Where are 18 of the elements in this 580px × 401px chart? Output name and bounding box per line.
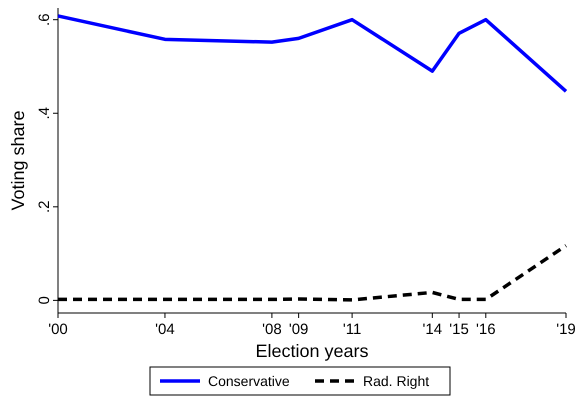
y-tick-label: 0	[36, 296, 53, 305]
x-tick-label: '19	[556, 321, 576, 338]
y-tick-label: .4	[36, 106, 53, 120]
x-tick-label: '15	[449, 321, 469, 338]
x-tick-label: '16	[476, 321, 496, 338]
x-tick-label: '08	[262, 321, 282, 338]
x-tick-label: '14	[422, 321, 442, 338]
x-tick-label: '11	[342, 321, 362, 338]
x-axis-title: Election years	[255, 341, 369, 361]
legend-label: Rad. Right	[363, 373, 430, 389]
line-series	[56, 14, 568, 94]
y-axis-title: Voting share	[8, 110, 28, 211]
x-tick-label: '09	[288, 321, 308, 338]
y-tick-label: .6	[36, 13, 53, 26]
y-tick-label: .2	[36, 200, 53, 214]
x-tick-label: '04	[155, 321, 175, 338]
legend-label: Conservative	[208, 373, 290, 389]
x-tick-label: '00	[48, 321, 68, 338]
